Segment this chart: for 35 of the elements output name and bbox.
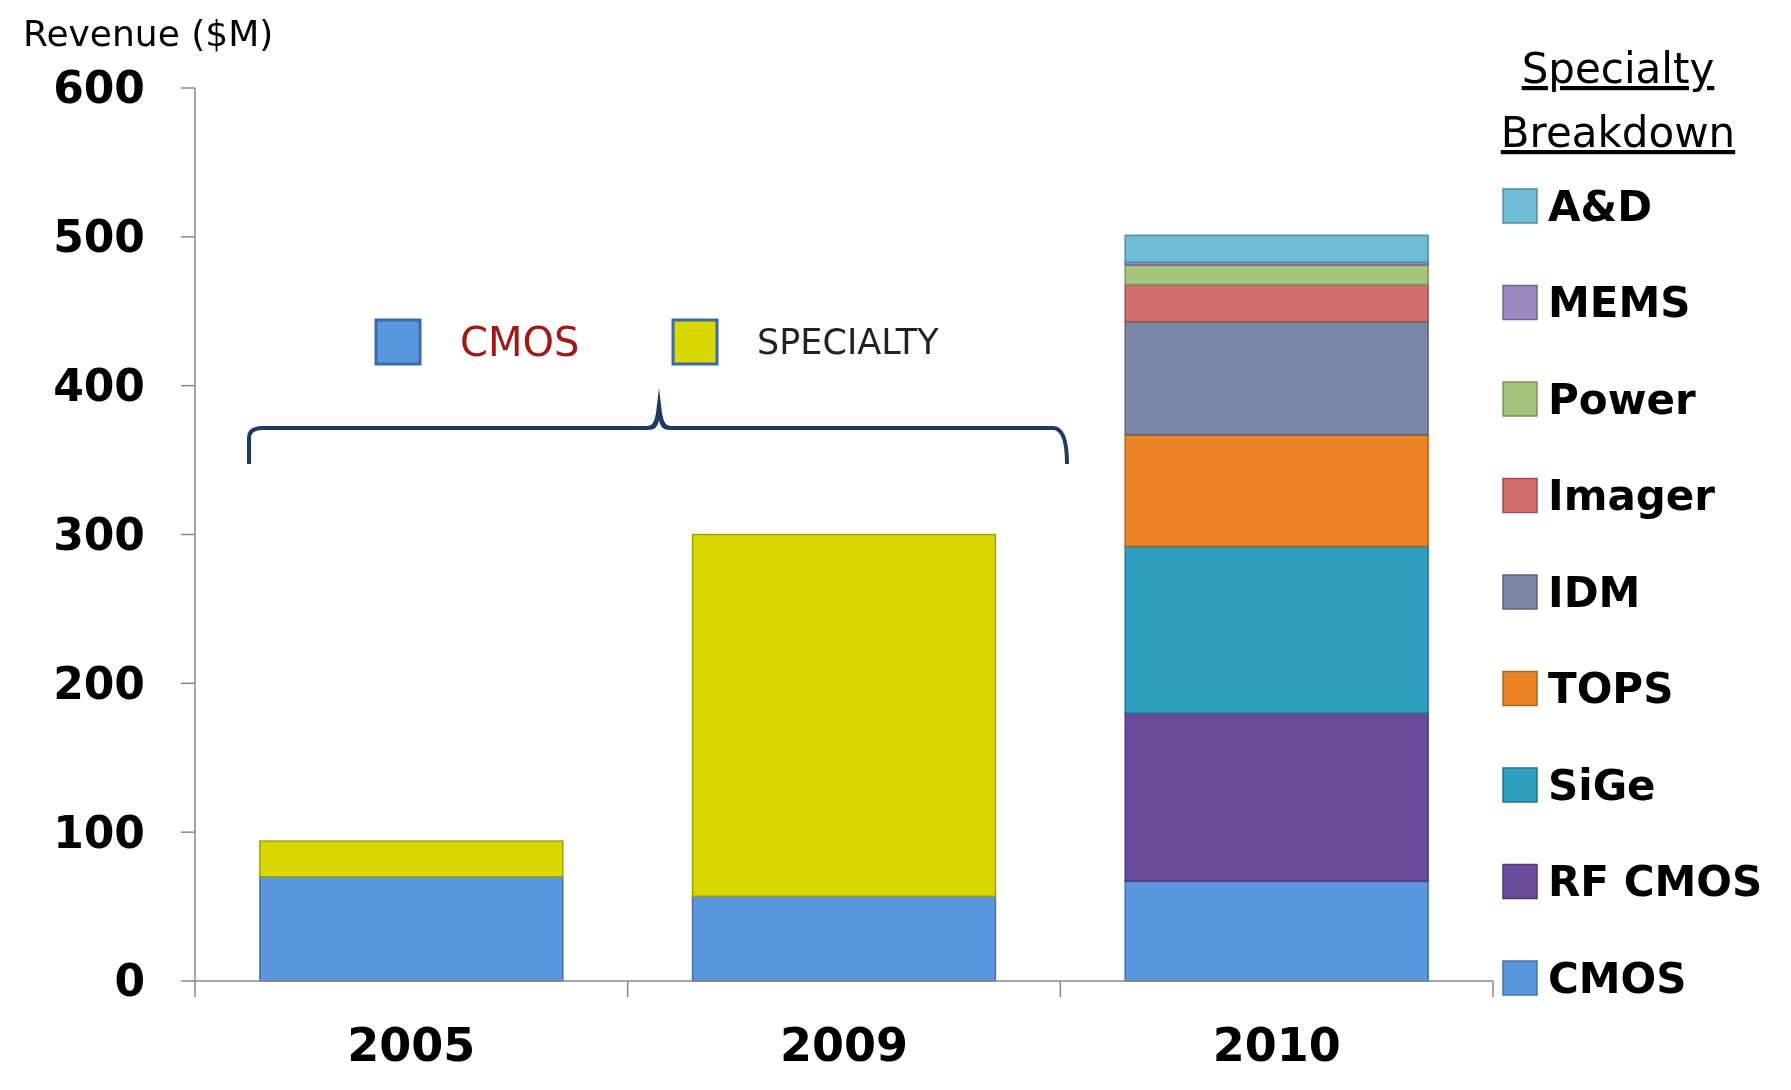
text: CMOS <box>460 319 580 365</box>
legend-label: IDM <box>1548 567 1641 617</box>
bar <box>259 876 564 982</box>
legend-title: Specialty Breakdown <box>1500 44 1736 157</box>
bar <box>1124 712 1429 883</box>
legend-label: MEMS <box>1548 278 1691 328</box>
y-axis-title: Revenue ($M) <box>23 13 274 54</box>
bar <box>691 895 997 982</box>
bar <box>691 533 997 897</box>
y-tick-label: 300 <box>53 508 145 560</box>
legend-label: A&D <box>1548 181 1652 231</box>
legend-label: Power <box>1548 374 1696 424</box>
legend-label: Imager <box>1548 471 1716 521</box>
x-tick-label: 2009 <box>779 1018 909 1072</box>
bar <box>1124 264 1429 286</box>
y-tick-label: 0 <box>114 955 145 1007</box>
legend-label: CMOS <box>1548 953 1687 1003</box>
x-tick-label: 2005 <box>347 1018 476 1072</box>
x-tick-label: 2010 <box>1212 1018 1341 1072</box>
bar <box>1124 880 1429 982</box>
legend-label: RF CMOS <box>1548 857 1763 907</box>
legend-label: TOPS <box>1548 664 1674 714</box>
bar <box>1124 283 1429 323</box>
bar <box>259 840 564 878</box>
y-tick-label: 400 <box>53 360 145 412</box>
y-tick-label: 200 <box>53 657 145 709</box>
bar <box>1124 545 1429 714</box>
y-tick-label: 600 <box>53 62 145 114</box>
y-tick-label: 500 <box>53 211 145 263</box>
legend-label: SiGe <box>1548 760 1656 810</box>
y-tick-label: 100 <box>53 806 145 858</box>
bar <box>1124 234 1429 263</box>
bar <box>1124 434 1429 548</box>
legend-label: SPECIALTY <box>757 322 940 363</box>
bar <box>1124 320 1429 436</box>
